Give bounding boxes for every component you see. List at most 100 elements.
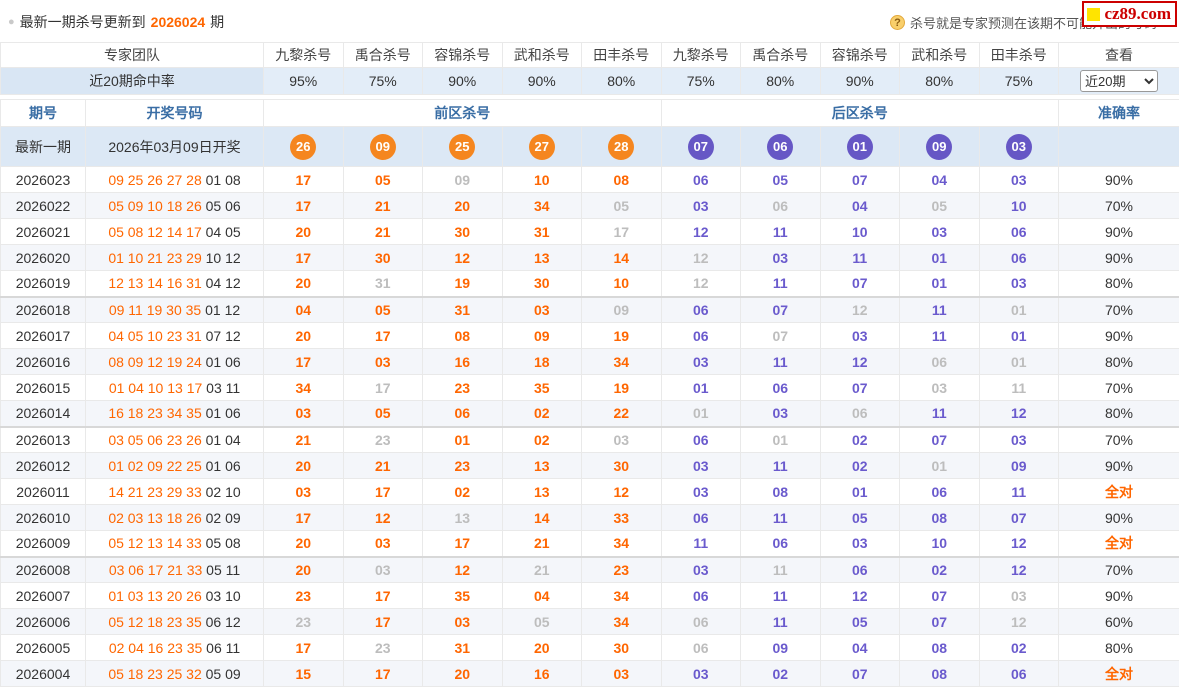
back-kill-cell: 03 bbox=[978, 270, 1059, 298]
front-kill-cell: 02 bbox=[501, 400, 582, 428]
back-kill-cell: 12 bbox=[660, 244, 741, 271]
site-logo[interactable]: cz89.com bbox=[1082, 1, 1177, 27]
kill-row: 2026016 08 09 12 19 24 01 06 17 03 16 18 34 03 1… bbox=[0, 348, 1179, 375]
back-kill-cell: 11 bbox=[740, 504, 821, 531]
back-kill-cell: 11 bbox=[740, 556, 821, 583]
back-kill-cell: 12 bbox=[978, 400, 1059, 428]
kill-row: 2026004 05 18 23 25 32 05 09 15 17 20 16 03 03 0… bbox=[0, 660, 1179, 687]
front-kill-cell: 35 bbox=[501, 374, 582, 401]
back-kill-cell: 07 bbox=[819, 374, 900, 401]
back-kill-cell: 11 bbox=[899, 322, 980, 349]
issue-cell: 2026004 bbox=[0, 660, 86, 687]
issue-cell: 2026012 bbox=[0, 452, 86, 479]
logo-yellow-square-icon bbox=[1087, 7, 1101, 21]
back-kill-cell: 03 bbox=[978, 166, 1059, 193]
front-lottery-ball: 09 bbox=[369, 133, 396, 160]
front-kill-cell: 05 bbox=[342, 296, 423, 323]
hit-rate-value: 80% bbox=[740, 67, 821, 95]
front-kill-cell: 17 bbox=[342, 322, 423, 349]
columns-header-row: 期号 开奖号码 前区杀号 后区杀号 准确率 bbox=[0, 99, 1179, 127]
front-kill-cell: 17 bbox=[422, 530, 503, 558]
front-kill-cell: 23 bbox=[422, 374, 503, 401]
update-notice-issue: 2026024 bbox=[150, 14, 206, 30]
front-kill-cell: 20 bbox=[263, 452, 344, 479]
back-draw-numbers: 07 12 bbox=[205, 327, 241, 344]
front-kill-cell: 03 bbox=[342, 530, 423, 558]
front-kill-cell: 21 bbox=[501, 556, 582, 583]
back-kill-cell: 03 bbox=[819, 322, 900, 349]
accuracy-cell: 80% bbox=[1058, 270, 1179, 298]
latest-issue-label: 最新一期 bbox=[0, 126, 86, 167]
back-kill-cell: 01 bbox=[819, 478, 900, 505]
front-kill-cell: 21 bbox=[342, 192, 423, 219]
back-kill-cell: 09 bbox=[740, 634, 821, 661]
back-kill-cell: 12 bbox=[660, 270, 741, 298]
issue-cell: 2026015 bbox=[0, 374, 86, 401]
issue-cell: 2026009 bbox=[0, 530, 86, 558]
logo-text: cz89.com bbox=[1104, 4, 1171, 23]
back-kill-cell: 06 bbox=[978, 218, 1059, 245]
back-kill-cell: 07 bbox=[978, 504, 1059, 531]
back-kill-cell: 06 bbox=[660, 504, 741, 531]
expert-column-header: 田丰杀号 bbox=[581, 42, 662, 68]
accuracy-cell: 80% bbox=[1058, 400, 1179, 428]
back-lottery-ball: 09 bbox=[926, 133, 953, 160]
front-kill-cell: 21 bbox=[342, 218, 423, 245]
hit-rate-row: 近20期命中率 95% 75% 90% 90% 80% 75% 80% 90% 80% 75% 近… bbox=[0, 67, 1179, 95]
hit-rate-label: 近20期命中率 bbox=[0, 67, 264, 95]
front-kill-cell: 03 bbox=[581, 660, 662, 687]
back-kill-cell: 08 bbox=[899, 634, 980, 661]
question-mark-icon[interactable]: ? bbox=[889, 14, 905, 30]
view-header: 查看 bbox=[1058, 42, 1179, 68]
back-kill-cell: 06 bbox=[660, 166, 741, 193]
front-kill-cell: 18 bbox=[501, 348, 582, 375]
accuracy-cell: 70% bbox=[1058, 374, 1179, 401]
expert-column-header: 容锦杀号 bbox=[422, 42, 503, 68]
back-kill-cell: 05 bbox=[899, 192, 980, 219]
back-kill-cell: 06 bbox=[660, 608, 741, 635]
front-kill-cell: 34 bbox=[581, 582, 662, 609]
front-kill-cell: 23 bbox=[342, 426, 423, 453]
kill-row: 2026022 05 09 10 18 26 05 06 17 21 20 34 05 03 0… bbox=[0, 192, 1179, 219]
kill-rows-body: 2026023 09 25 26 27 28 01 08 17 05 09 10 08 06 0… bbox=[0, 166, 1179, 687]
kill-row: 2026008 03 06 17 21 33 05 11 20 03 12 21 23 03 1… bbox=[0, 556, 1179, 583]
issue-cell: 2026022 bbox=[0, 192, 86, 219]
front-kill-cell: 09 bbox=[422, 166, 503, 193]
update-notice-prefix: 最新一期杀号更新到 bbox=[19, 14, 146, 30]
front-kill-cell: 17 bbox=[342, 608, 423, 635]
front-kill-cell: 10 bbox=[501, 166, 582, 193]
expert-column-header: 容锦杀号 bbox=[819, 42, 900, 68]
spacer-row bbox=[0, 94, 1179, 100]
front-lottery-ball: 27 bbox=[528, 133, 555, 160]
back-kill-cell: 06 bbox=[660, 582, 741, 609]
front-kill-cell: 17 bbox=[263, 244, 344, 271]
back-kill-cell: 11 bbox=[819, 244, 900, 271]
draw-numbers-cell: 08 09 12 19 24 01 06 bbox=[85, 348, 264, 375]
accuracy-cell: 60% bbox=[1058, 608, 1179, 635]
kill-row: 2026018 09 11 19 30 35 01 12 04 05 31 03 09 06 0… bbox=[0, 296, 1179, 323]
back-ball-cell: 07 bbox=[660, 126, 741, 167]
back-kill-cell: 02 bbox=[819, 426, 900, 453]
bullet-icon: ● bbox=[8, 16, 15, 28]
issue-cell: 2026007 bbox=[0, 582, 86, 609]
back-kill-cell: 06 bbox=[660, 634, 741, 661]
draw-numbers-cell: 05 08 12 14 17 04 05 bbox=[85, 218, 264, 245]
issue-cell: 2026018 bbox=[0, 296, 86, 323]
back-kill-cell: 03 bbox=[899, 374, 980, 401]
front-kill-cell: 20 bbox=[501, 634, 582, 661]
back-kill-cell: 11 bbox=[978, 374, 1059, 401]
top-bar: ● 最新一期杀号更新到 2026024 期 ? 杀号就是专家预测在该期不可能开出的号… bbox=[0, 0, 1179, 42]
back-kill-cell: 03 bbox=[660, 452, 741, 479]
front-draw-numbers: 16 18 23 34 35 bbox=[108, 405, 202, 422]
back-kill-cell: 12 bbox=[819, 582, 900, 609]
front-kill-cell: 20 bbox=[263, 530, 344, 558]
front-kill-cell: 20 bbox=[263, 218, 344, 245]
expert-column-header: 武和杀号 bbox=[899, 42, 980, 68]
back-kill-cell: 12 bbox=[819, 296, 900, 323]
front-draw-numbers: 02 03 13 18 26 bbox=[108, 509, 202, 526]
range-select[interactable]: 近20期 bbox=[1080, 70, 1158, 92]
front-draw-numbers: 05 09 10 18 26 bbox=[108, 197, 202, 214]
front-kill-cell: 23 bbox=[263, 608, 344, 635]
back-ball-cell: 03 bbox=[978, 126, 1059, 167]
front-lottery-ball: 28 bbox=[608, 133, 635, 160]
